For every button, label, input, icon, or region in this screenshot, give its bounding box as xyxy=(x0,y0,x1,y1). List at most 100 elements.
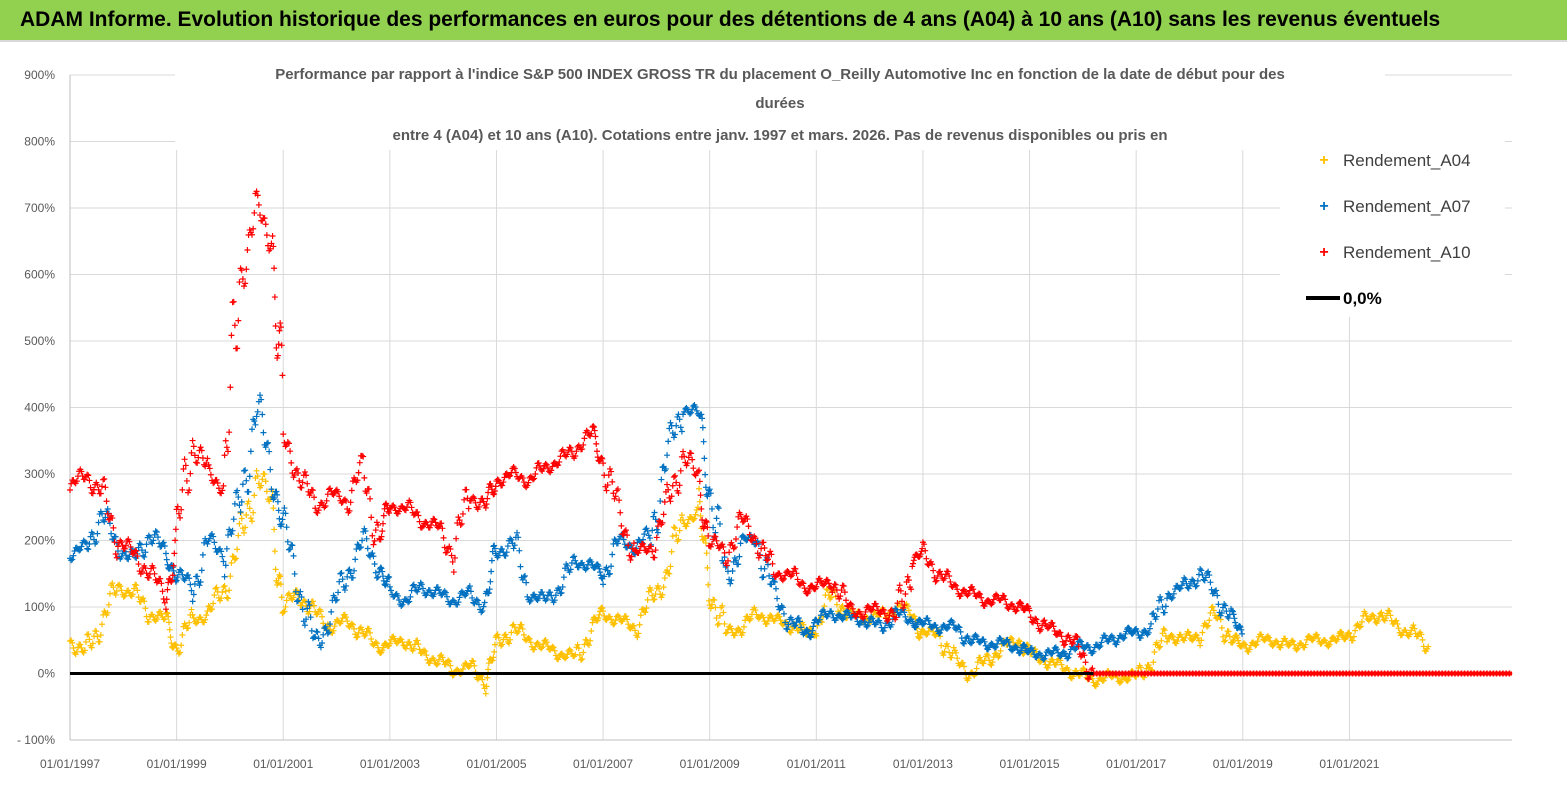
data-point xyxy=(238,498,245,505)
data-point xyxy=(206,535,213,542)
data-point xyxy=(138,547,145,554)
data-point xyxy=(989,659,996,666)
data-point xyxy=(694,504,701,511)
data-point xyxy=(1170,590,1177,597)
data-point xyxy=(720,543,727,550)
data-point xyxy=(383,578,390,585)
data-point xyxy=(258,482,265,489)
data-point xyxy=(118,554,125,561)
data-point xyxy=(837,593,844,600)
data-point xyxy=(158,580,165,587)
data-point xyxy=(1072,646,1079,653)
data-point xyxy=(813,583,820,590)
data-point xyxy=(531,475,538,482)
data-point xyxy=(824,577,831,584)
data-point xyxy=(421,647,428,654)
data-point xyxy=(516,547,523,554)
data-point xyxy=(776,613,783,620)
data-point xyxy=(1045,662,1052,669)
data-point xyxy=(977,591,984,598)
data-point xyxy=(625,621,632,628)
data-point xyxy=(471,662,478,669)
data-point xyxy=(930,567,937,574)
x-tick-label: 01/01/2013 xyxy=(893,757,953,771)
data-point xyxy=(1145,629,1152,636)
data-point xyxy=(372,569,379,576)
data-point xyxy=(604,481,611,488)
data-point xyxy=(118,539,125,546)
data-point xyxy=(181,456,188,463)
data-point xyxy=(659,519,666,526)
data-point xyxy=(73,648,80,655)
data-point xyxy=(88,644,95,651)
data-point xyxy=(611,620,618,627)
data-point xyxy=(499,546,506,553)
data-point xyxy=(917,631,924,638)
data-point xyxy=(830,584,837,591)
data-point xyxy=(1150,659,1157,666)
data-point xyxy=(1411,625,1418,632)
data-point xyxy=(676,482,683,489)
data-point xyxy=(383,581,390,588)
data-point xyxy=(486,586,493,593)
data-point xyxy=(956,624,963,631)
data-point xyxy=(179,632,186,639)
data-point xyxy=(980,660,987,667)
data-point xyxy=(683,523,690,530)
data-point xyxy=(490,654,497,661)
data-point xyxy=(600,581,607,588)
data-point xyxy=(847,600,854,607)
data-point xyxy=(458,588,465,595)
data-point xyxy=(373,574,380,581)
data-point xyxy=(1350,633,1357,640)
data-point xyxy=(861,613,868,620)
data-point xyxy=(768,613,775,620)
data-point xyxy=(566,569,573,576)
data-point xyxy=(1346,630,1353,637)
data-point xyxy=(246,226,253,233)
data-point xyxy=(242,524,249,531)
data-point xyxy=(508,629,515,636)
data-point xyxy=(126,589,133,596)
data-point xyxy=(219,553,226,560)
data-point xyxy=(892,605,899,612)
data-point xyxy=(735,625,742,632)
data-point xyxy=(597,569,604,576)
data-point xyxy=(442,589,449,596)
data-point xyxy=(1371,615,1378,622)
data-point xyxy=(218,548,225,555)
data-point xyxy=(230,298,237,305)
data-point xyxy=(143,570,150,577)
data-point xyxy=(1345,629,1352,636)
data-point xyxy=(446,658,453,665)
data-point xyxy=(731,544,738,551)
data-point xyxy=(824,587,831,594)
data-point xyxy=(168,640,175,647)
data-point xyxy=(185,571,192,578)
data-point xyxy=(245,498,252,505)
data-point xyxy=(1044,664,1051,671)
data-point xyxy=(369,550,376,557)
data-point xyxy=(485,666,492,673)
data-point xyxy=(283,597,290,604)
data-point xyxy=(640,540,647,547)
x-tick-label: 01/01/2007 xyxy=(573,757,633,771)
data-point xyxy=(274,491,281,498)
data-point xyxy=(779,604,786,611)
data-point xyxy=(833,601,840,608)
data-point xyxy=(475,601,482,608)
data-point xyxy=(1243,645,1250,652)
data-point xyxy=(548,467,555,474)
data-point xyxy=(1145,662,1152,669)
data-point xyxy=(450,569,457,576)
data-point xyxy=(994,640,1001,647)
data-point xyxy=(989,599,996,606)
data-point xyxy=(1210,607,1217,614)
data-point xyxy=(925,617,932,624)
data-point xyxy=(102,484,109,491)
data-point xyxy=(244,247,251,254)
data-point xyxy=(204,540,211,547)
data-point xyxy=(268,486,275,493)
data-point xyxy=(249,231,256,238)
data-point xyxy=(157,575,164,582)
